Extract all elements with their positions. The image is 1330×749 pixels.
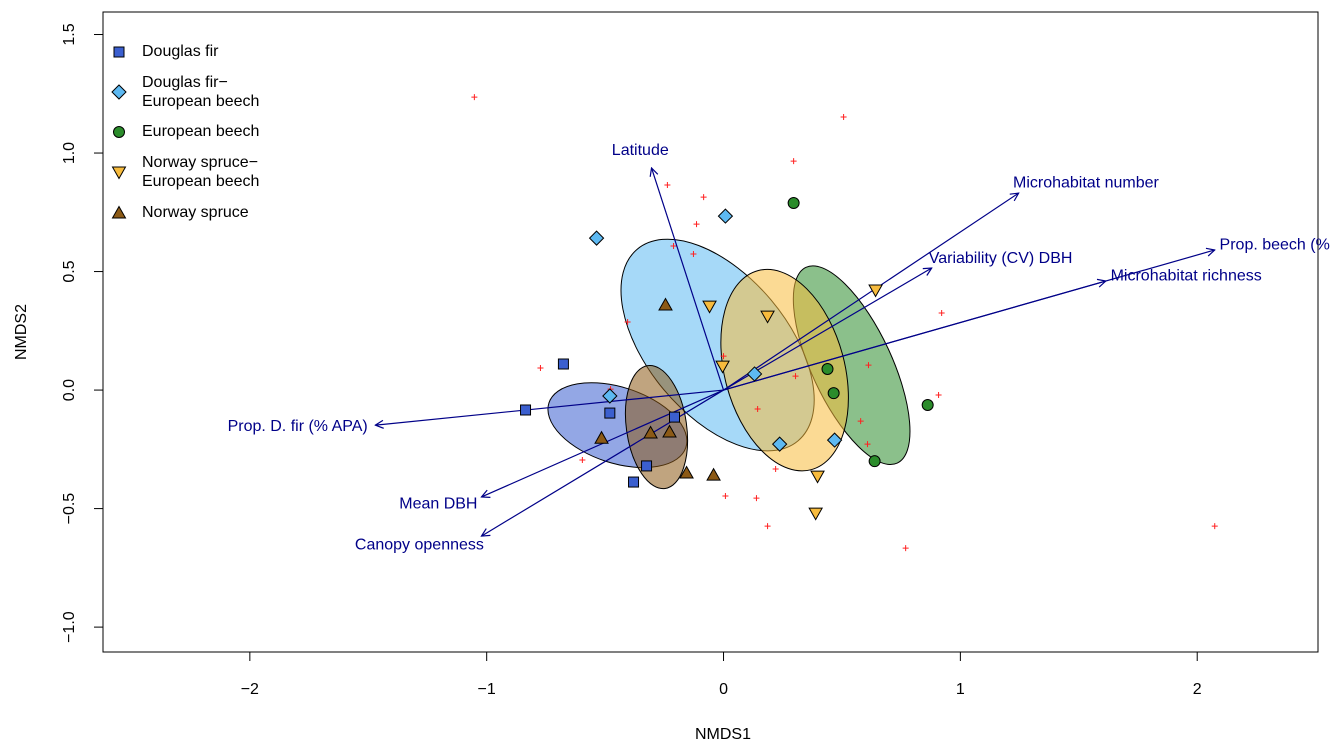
species-point: [754, 406, 761, 413]
site-point: [771, 436, 788, 452]
species-point: [902, 545, 909, 552]
vector-arrow: [723, 281, 1106, 391]
legend-label: European beech: [142, 123, 260, 140]
species-point: [624, 319, 631, 326]
species-point: [938, 310, 945, 317]
y-tick-label: −1.0: [61, 611, 78, 643]
site-point: [921, 399, 934, 412]
site-point: [706, 467, 721, 481]
site-point: [594, 430, 609, 444]
species-point: [865, 362, 872, 369]
species-point: [864, 441, 871, 448]
species-point: [664, 182, 671, 189]
vector-label: Variability (CV) DBH: [929, 250, 1073, 267]
species-point: [1211, 523, 1218, 530]
vector-label: Latitude: [612, 142, 669, 159]
x-axis-label: NMDS1: [695, 726, 751, 743]
species-point: [537, 365, 544, 372]
species-point: [772, 466, 779, 473]
y-tick-label: 0.5: [61, 260, 78, 282]
site-point: [679, 465, 694, 479]
legend-label: Norway spruce: [142, 204, 249, 221]
species-point: [700, 194, 707, 201]
species-point: [840, 114, 847, 121]
site-point: [520, 404, 532, 416]
site-point: [662, 424, 677, 438]
vector-label: Microhabitat number: [1013, 174, 1160, 191]
site-point: [602, 388, 618, 404]
vector-label: Prop. beech (% APA): [1220, 236, 1330, 253]
y-tick-label: 0.0: [61, 379, 78, 401]
species-point: [693, 221, 700, 228]
vector-arrow: [652, 168, 725, 391]
vector-arrow: [481, 389, 724, 536]
x-tick-label: 0: [719, 681, 728, 698]
vector-label: Canopy openness: [355, 537, 484, 554]
legend-label: Douglas fir− European beech: [142, 74, 260, 110]
species-point: [857, 418, 864, 425]
site-point: [628, 476, 640, 488]
x-tick-label: −2: [241, 681, 259, 698]
y-tick-label: 1.0: [61, 142, 78, 164]
site-point: [868, 455, 881, 468]
site-point: [557, 358, 569, 370]
site-point: [604, 407, 616, 419]
site-point: [868, 284, 883, 298]
vector-label: Microhabitat richness: [1111, 267, 1262, 284]
vector-label: Prop. D. fir (% APA): [228, 418, 368, 435]
group-ellipse: [624, 364, 689, 490]
site-point: [669, 411, 680, 423]
species-point: [690, 251, 697, 258]
site-point: [658, 297, 673, 311]
species-point: [720, 353, 727, 360]
site-point: [787, 197, 800, 210]
y-tick-label: 1.5: [61, 23, 78, 45]
vector-arrow: [723, 268, 932, 391]
vector-label: Mean DBH: [399, 495, 477, 512]
site-point: [715, 360, 730, 374]
legend-label: Norway spruce− European beech: [142, 154, 260, 190]
species-point: [764, 523, 771, 530]
species-point: [722, 493, 729, 500]
site-point: [810, 470, 825, 484]
species-point: [790, 158, 797, 165]
site-point: [702, 300, 717, 314]
site-point: [826, 432, 843, 448]
legend-label: Douglas fir: [142, 43, 219, 60]
species-point: [792, 373, 799, 380]
site-point: [827, 387, 840, 400]
species-point: [471, 94, 478, 101]
site-point: [821, 362, 834, 375]
site-point: [717, 208, 734, 224]
vector-arrow: [375, 389, 724, 425]
legend-marker: [113, 46, 125, 58]
site-point: [588, 230, 605, 246]
site-point: [760, 310, 775, 324]
y-tick-label: −0.5: [61, 493, 78, 525]
site-point: [808, 507, 824, 521]
species-point: [753, 495, 760, 502]
legend-marker: [111, 166, 127, 180]
plot-frame: [102, 11, 1319, 653]
site-point: [643, 425, 658, 439]
legend-marker: [113, 126, 125, 138]
x-tick-label: −1: [478, 681, 496, 698]
group-ellipse: [720, 268, 849, 472]
vector-arrow: [723, 193, 1019, 391]
x-tick-label: 1: [956, 681, 965, 698]
species-point: [935, 392, 942, 399]
legend-marker: [111, 84, 127, 100]
species-point: [670, 242, 677, 249]
species-point: [579, 457, 586, 463]
y-axis-label: NMDS2: [13, 304, 30, 360]
x-tick-label: 2: [1193, 681, 1202, 698]
site-point: [641, 460, 653, 472]
legend-marker: [111, 205, 127, 219]
site-point: [746, 366, 763, 382]
